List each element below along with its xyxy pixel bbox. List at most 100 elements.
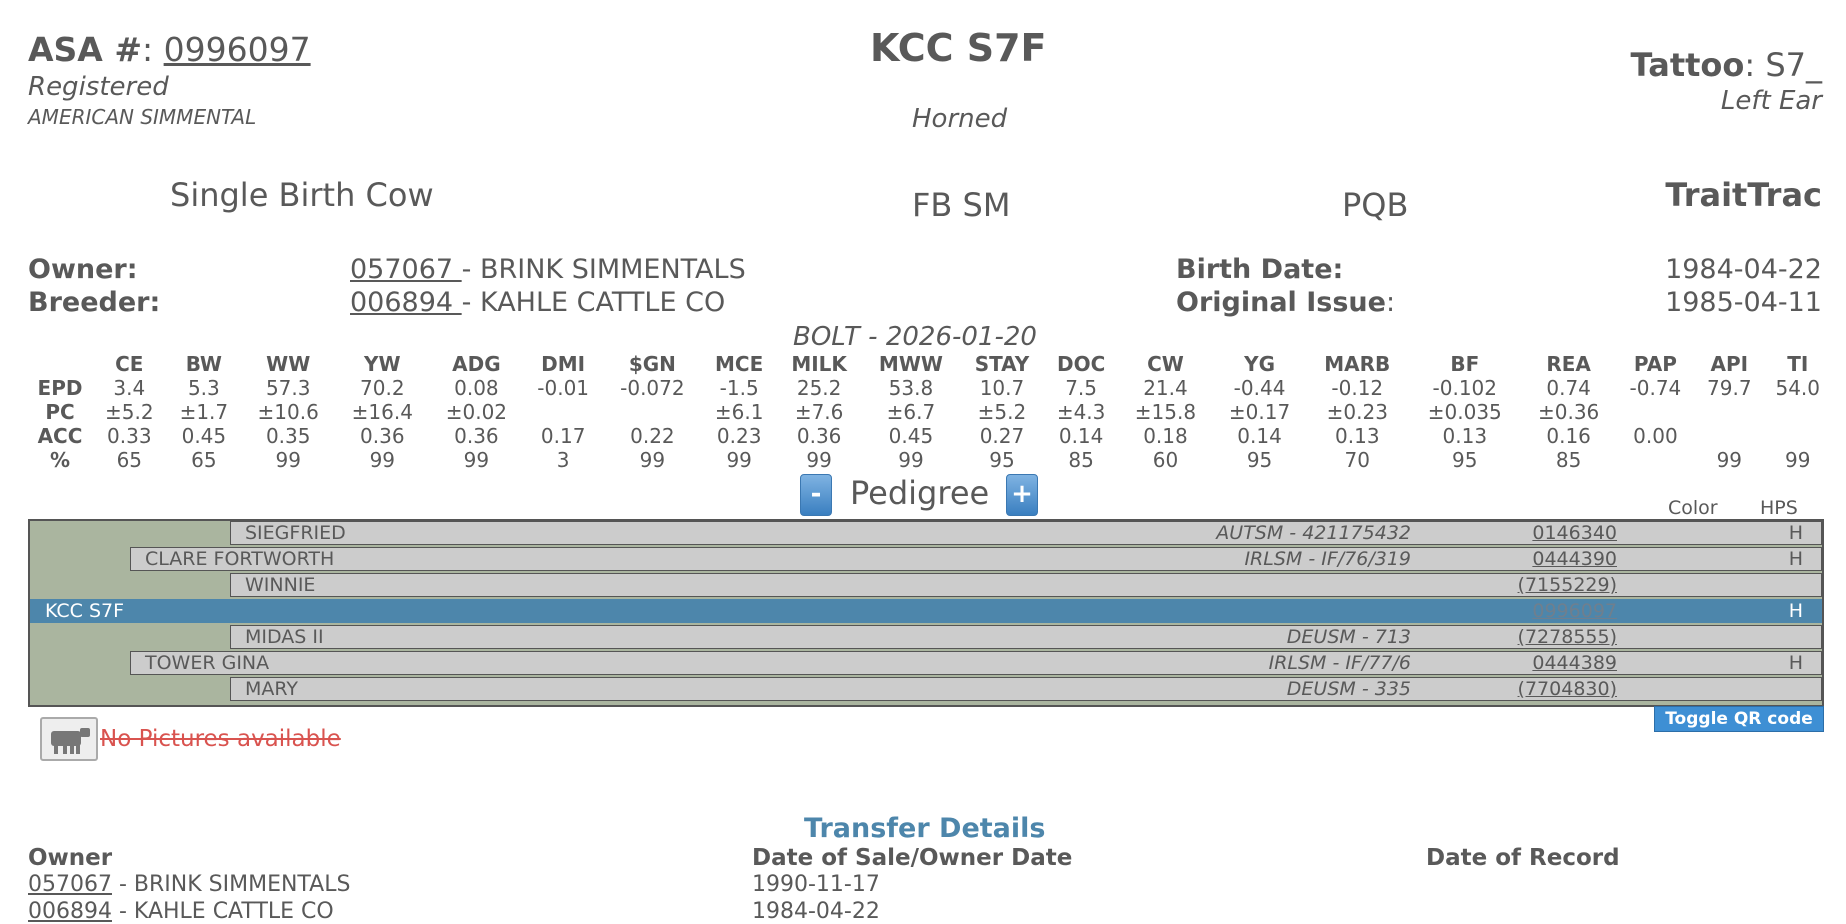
epd-value-cell: ±4.3: [1056, 400, 1106, 424]
pedigree-row[interactable]: WINNIE (7155229): [230, 573, 1822, 597]
breed-name: AMERICAN SIMMENTAL: [28, 105, 257, 129]
epd-column-header: API: [1710, 352, 1749, 376]
pedigree-hps: H: [1788, 548, 1803, 570]
epd-value-cell: 0.23: [716, 424, 762, 448]
epd-value-cell: 79.7: [1707, 376, 1752, 400]
no-pictures-label: No Pictures available: [100, 726, 341, 752]
epd-body: EPD 3.4 5.3 57.3 70.2 0.08 -0.01 -0.072 -1.5 25.2…: [28, 376, 1832, 472]
epd-value-cell: 99: [463, 448, 490, 472]
epd-row: ACC 0.33 0.45 0.35 0.36 0.36 0.17 0.22 0.23 0.36 0…: [28, 424, 1832, 448]
epd-column-header: DOC: [1056, 352, 1106, 376]
pedigree-hps: H: [1788, 522, 1803, 544]
pedigree-row[interactable]: CLARE FORTWORTH IRLSM - IF/76/319 0444390 H: [130, 547, 1822, 571]
epd-column-header: REA: [1546, 352, 1591, 376]
transfer-owner-name: - BRINK SIMMENTALS: [111, 872, 351, 897]
epd-value-cell: 3.4: [113, 376, 146, 400]
epd-value-cell: -0.74: [1629, 376, 1682, 400]
transfer-row: 057067 - BRINK SIMMENTALS: [28, 872, 350, 897]
pedigree-row[interactable]: MIDAS II DEUSM - 713 (7278555): [230, 625, 1822, 649]
pedigree-number-link[interactable]: (7704830): [1517, 678, 1617, 700]
traittrac-label: TraitTrac: [1665, 176, 1822, 214]
owner-name: - BRINK SIMMENTALS: [461, 254, 746, 285]
epd-value-cell: 0.45: [888, 424, 934, 448]
asa-number-link[interactable]: 0996097: [163, 30, 311, 69]
pedigree-animal-name[interactable]: CLARE FORTWORTH: [145, 548, 335, 570]
pedigree-number-link[interactable]: 0146340: [1532, 522, 1617, 544]
epd-value-cell: 0.45: [181, 424, 227, 448]
transfer-owner-id-link[interactable]: 006894: [28, 899, 112, 924]
pedigree-animal-name[interactable]: WINNIE: [245, 574, 316, 596]
epd-column-header: MWW: [878, 352, 943, 376]
epd-value-cell: -0.12: [1331, 376, 1384, 400]
pedigree-row-subject[interactable]: KCC S7F 0996097 H: [30, 599, 1822, 623]
pedigree-animal-name[interactable]: SIEGFRIED: [245, 522, 346, 544]
transfer-owner-id-link[interactable]: 057067: [28, 872, 112, 897]
epd-value-cell: 99: [1716, 448, 1743, 472]
pedigree-animal-name[interactable]: MIDAS II: [245, 626, 324, 648]
epd-value-cell: 3: [556, 448, 570, 472]
hps-column-header: HPS: [1760, 497, 1798, 519]
epd-column-header: YG: [1244, 352, 1275, 376]
epd-corner-cell: [28, 352, 92, 376]
pedigree-number-link[interactable]: (7155229): [1517, 574, 1617, 596]
epd-row: PC ±5.2 ±1.7 ±10.6 ±16.4 ±0.02 ±6.1 ±7.6 ±6.7 ±5.…: [28, 400, 1832, 424]
pedigree-animal-name[interactable]: TOWER GINA: [145, 652, 270, 674]
epd-value-cell: ±7.6: [794, 400, 844, 424]
epd-column-header: TI: [1787, 352, 1809, 376]
pedigree-row[interactable]: SIEGFRIED AUTSM - 421175432 0146340 H: [230, 521, 1822, 545]
epd-value-cell: 95: [1246, 448, 1273, 472]
owner-label: Owner:: [28, 254, 138, 285]
epd-value-cell: 57.3: [265, 376, 311, 400]
pedigree-registration: IRLSM - IF/77/6: [1268, 652, 1411, 674]
transfer-owner-name: - KAHLE CATTLE CO: [111, 899, 334, 924]
pedigree-collapse-button[interactable]: -: [800, 474, 832, 516]
epd-value-cell: 0.22: [630, 424, 675, 448]
epd-value-cell: 99: [726, 448, 752, 472]
pedigree-hps: H: [1788, 600, 1803, 622]
pedigree-number-link[interactable]: 0444389: [1532, 652, 1617, 674]
pedigree-row[interactable]: MARY DEUSM - 335 (7704830): [230, 677, 1822, 701]
pedigree-number-link[interactable]: (7278555): [1517, 626, 1617, 648]
epd-value-cell: 0.35: [265, 424, 311, 448]
pedigree-number-link[interactable]: 0996097: [1532, 600, 1617, 622]
pedigree-animal-name[interactable]: KCC S7F: [45, 600, 125, 622]
transfer-date-sale: 1984-04-22: [752, 899, 880, 924]
epd-row: % 65 65 99 99 99 3 99 99 99 99 95 85 60 95 70 95 85 99 99: [28, 448, 1832, 472]
epd-value-cell: 85: [1555, 448, 1582, 472]
epd-value-cell: [1763, 400, 1832, 424]
epd-value-cell: 99: [639, 448, 666, 472]
epd-value-cell: 25.2: [796, 376, 842, 400]
breeder-row: 006894 - KAHLE CATTLE CO: [350, 287, 725, 318]
breeder-label: Breeder:: [28, 287, 161, 318]
epd-value-cell: -0.44: [1233, 376, 1286, 400]
epd-value-cell: 0.36: [796, 424, 842, 448]
epd-value-cell: 65: [116, 448, 143, 472]
transfer-col-date-record: Date of Record: [1426, 845, 1620, 871]
original-issue-value: 1985-04-11: [1665, 287, 1822, 318]
epd-value-cell: ±0.17: [1228, 400, 1291, 424]
owner-id-link[interactable]: 057067: [350, 254, 462, 285]
epd-value-cell: 0.18: [1143, 424, 1188, 448]
epd-value-cell: 0.16: [1546, 424, 1591, 448]
pedigree-row[interactable]: TOWER GINA IRLSM - IF/77/6 0444389 H: [130, 651, 1822, 675]
epd-value-cell: 95: [1452, 448, 1478, 472]
epd-value-cell: 0.17: [540, 424, 586, 448]
epd-value-cell: ±0.36: [1537, 400, 1600, 424]
toggle-qr-button[interactable]: Toggle QR code: [1654, 706, 1824, 732]
epd-row-label: ACC: [37, 424, 83, 448]
epd-value-cell: 0.13: [1442, 424, 1488, 448]
original-issue-label: Original Issue: [1176, 287, 1386, 318]
registration-status: Registered: [28, 72, 169, 102]
epd-column-header: CW: [1147, 352, 1184, 376]
breeder-id-link[interactable]: 006894: [350, 287, 462, 318]
transfer-date-sale: 1990-11-17: [752, 872, 880, 897]
epd-value-cell: 99: [806, 448, 832, 472]
epd-row: EPD 3.4 5.3 57.3 70.2 0.08 -0.01 -0.072 -1.5 25.2…: [28, 376, 1832, 400]
epd-value-cell: 85: [1068, 448, 1094, 472]
birth-type: Single Birth Cow: [170, 176, 434, 214]
pedigree-expand-button[interactable]: +: [1006, 474, 1038, 516]
epd-value-cell: 0.14: [1237, 424, 1282, 448]
pedigree-number-link[interactable]: 0444390: [1532, 548, 1617, 570]
asa-number-row: ASA #: 0996097: [28, 30, 311, 69]
pedigree-animal-name[interactable]: MARY: [245, 678, 298, 700]
